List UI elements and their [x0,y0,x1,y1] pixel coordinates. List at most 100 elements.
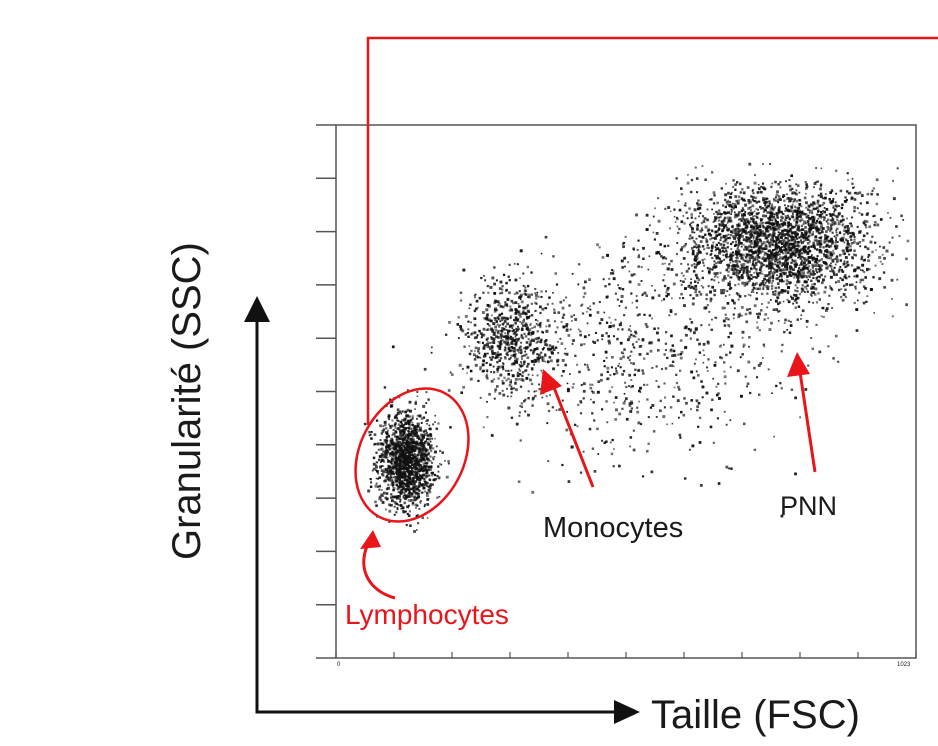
scatter-point [419,464,421,466]
scatter-point [699,240,703,243]
scatter-point [474,346,478,350]
scatter-point [824,196,827,200]
scatter-point [671,360,675,363]
scatter-point [756,244,759,246]
scatter-point [771,275,775,278]
scatter-point [794,472,797,476]
scatter-point [518,351,520,354]
scatter-point [428,424,431,427]
scatter-point [514,330,517,333]
scatter-point [806,220,810,223]
scatter-point [731,268,735,271]
scatter-point [492,337,496,341]
scatter-point [706,246,709,249]
scatter-point [698,290,701,293]
scatter-point [422,430,425,433]
scatter-point [399,431,403,435]
scatter-point [787,209,791,212]
scatter-point [755,261,758,265]
scatter-point [829,244,833,248]
scatter-point [697,245,700,248]
scatter-point [868,268,871,271]
scatter-point [522,324,525,327]
scatter-point [719,239,722,242]
scatter-point [397,448,400,452]
scatter-point [477,347,480,350]
scatter-point [728,200,731,204]
scatter-point [752,211,755,214]
scatter-point [818,237,821,239]
scatter-point [845,198,848,201]
scatter-point [480,336,483,339]
scatter-point [382,424,385,428]
scatter-point [670,334,673,338]
scatter-point [426,491,429,495]
scatter-point [737,278,740,281]
scatter-point [800,218,804,222]
scatter-point [527,413,530,417]
scatter-point [690,321,694,324]
scatter-point [774,180,777,184]
scatter-point [399,449,402,452]
scatter-point [773,293,777,296]
scatter-point [756,255,760,259]
scatter-point [396,463,400,466]
scatter-point [766,239,770,242]
scatter-point [815,278,818,281]
scatter-point [711,268,714,271]
scatter-point [755,208,758,210]
scatter-point [727,256,729,258]
scatter-point [707,270,711,273]
scatter-point [399,452,402,455]
scatter-point [416,496,420,499]
scatter-point [445,475,449,479]
scatter-point [773,240,776,242]
scatter-point [821,231,824,234]
scatter-point [409,524,412,527]
scatter-point [686,251,689,254]
scatter-point [801,268,804,270]
scatter-point [735,274,738,277]
scatter-point [424,447,427,450]
scatter-point [504,325,507,328]
scatter-point [778,266,781,270]
scatter-point [404,477,406,480]
scatter-point [414,460,417,463]
scatter-point [768,225,771,229]
scatter-point [541,359,545,363]
scatter-point [669,227,671,230]
scatter-point [384,455,387,458]
scatter-point [794,235,797,238]
scatter-point [792,209,795,212]
scatter-point [747,212,750,215]
scatter-point [720,187,723,190]
scatter-point [420,417,424,420]
scatter-point [403,452,407,455]
scatter-point [565,323,569,326]
scatter-point [710,408,713,412]
scatter-point [491,330,494,333]
scatter-point [807,257,810,260]
scatter-point [772,271,775,273]
scatter-point [505,303,509,306]
scatter-point [398,497,401,500]
scatter-point [413,427,416,430]
scatter-point [490,337,494,340]
scatter-point [587,368,590,371]
scatter-point [514,377,518,381]
scatter-point [482,369,485,372]
scatter-point [741,257,744,260]
scatter-point [676,216,678,219]
scatter-point [501,382,504,385]
scatter-point [869,240,873,244]
scatter-point [407,499,411,502]
scatter-point [414,449,417,452]
scatter-point [695,264,699,267]
scatter-point [719,243,723,246]
scatter-point [389,472,393,476]
scatter-point [401,491,404,494]
scatter-point [847,229,850,232]
scatter-point [778,195,781,198]
scatter-point [386,486,390,490]
scatter-point [395,461,398,464]
